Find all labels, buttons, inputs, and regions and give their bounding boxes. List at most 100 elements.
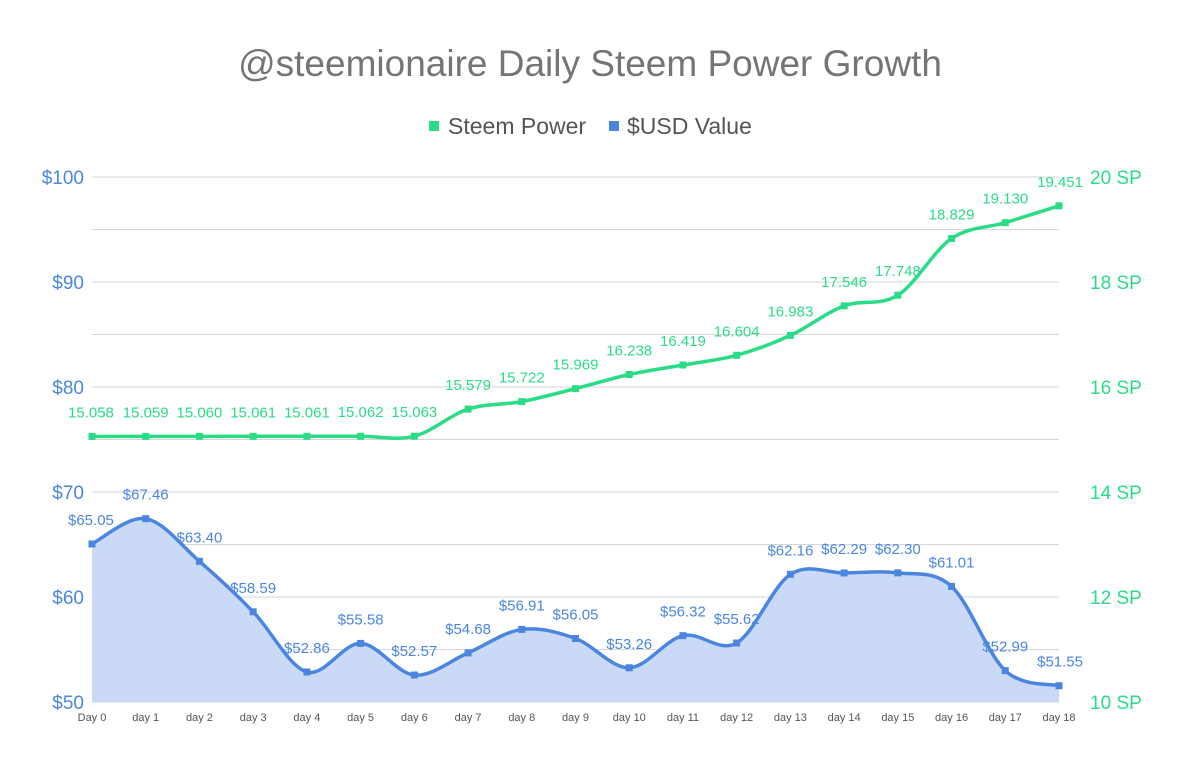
usd-value-point: [786, 570, 794, 578]
usd-value-point: [894, 569, 902, 577]
usd-value-point: [464, 649, 472, 657]
right-axis-tick-label: 18 SP: [1090, 273, 1142, 294]
usd-value-point: [195, 557, 203, 565]
usd-value-data-label: $63.40: [176, 529, 222, 546]
right-axis-tick-label: 16 SP: [1090, 378, 1142, 399]
x-axis-tick-label: day 9: [562, 712, 589, 724]
steem-power-point: [142, 432, 150, 440]
x-axis-tick-label: day 1: [132, 712, 159, 724]
steem-power-point: [840, 302, 848, 310]
usd-value-point: [1055, 682, 1063, 690]
usd-value-point: [840, 569, 848, 577]
steem-power-data-label: 17.546: [821, 274, 867, 291]
steem-power-point: [625, 371, 633, 379]
data-labels: 15.058 15.059 15.060 15.061 15.061 15.062 15.0…: [68, 174, 1083, 671]
steem-power-point: [88, 432, 96, 440]
usd-value-data-label: $62.16: [767, 542, 813, 559]
usd-value-data-label: $52.57: [391, 643, 437, 660]
x-axis-tick-label: day 6: [401, 712, 428, 724]
right-axis-tick-label: 10 SP: [1090, 693, 1142, 714]
steem-power-point: [1001, 219, 1009, 227]
x-axis-tick-label: day 18: [1042, 712, 1075, 724]
usd-value-point: [357, 639, 365, 647]
steem-power-point: [357, 432, 365, 440]
usd-value-point: [1001, 667, 1009, 675]
usd-value-data-label: $61.01: [929, 554, 975, 571]
usd-value-data-label: $56.32: [660, 604, 706, 621]
steem-power-data-label: 15.062: [338, 404, 384, 421]
steem-power-point: [1055, 202, 1063, 210]
x-axis-tick-label: day 5: [347, 712, 374, 724]
usd-value-data-label: $67.46: [123, 487, 169, 504]
usd-value-data-label: $58.59: [230, 580, 276, 597]
left-axis-tick-label: $60: [52, 588, 84, 609]
usd-value-data-label: $55.58: [338, 611, 384, 628]
x-axis-tick-label: day 10: [613, 712, 646, 724]
steem-power-data-label: 15.058: [68, 404, 114, 421]
x-axis-tick-label: day 14: [828, 712, 861, 724]
usd-value-point: [733, 639, 741, 647]
x-axis-tick-label: day 3: [240, 712, 267, 724]
x-axis-tick-label: day 12: [720, 712, 753, 724]
usd-value-point: [88, 540, 96, 548]
chart-title: @steemionaire Daily Steem Power Growth: [238, 43, 942, 84]
usd-value-data-label: $56.05: [553, 606, 599, 623]
steem-power-point: [464, 405, 472, 413]
usd-value-point: [518, 625, 526, 633]
x-axis-tick-label: Day 0: [78, 712, 107, 724]
steem-power-point: [249, 432, 257, 440]
steem-power-data-label: 18.829: [929, 206, 975, 223]
usd-value-data-label: $65.05: [68, 512, 114, 529]
usd-value-data-label: $51.55: [1037, 654, 1083, 671]
usd-value-point: [410, 671, 418, 679]
right-axis-tick-label: 20 SP: [1090, 168, 1142, 189]
usd-value-data-label: $62.30: [875, 541, 921, 558]
right-axis-tick-label: 12 SP: [1090, 588, 1142, 609]
steem-power-data-label: 19.130: [982, 191, 1028, 208]
left-axis-tick-label: $80: [52, 378, 84, 399]
steem-power-point: [518, 398, 526, 406]
left-axis-tick-label: $70: [52, 483, 84, 504]
steem-power-point: [572, 385, 579, 393]
steem-power-point: [195, 432, 203, 440]
x-axis-tick-label: day 16: [935, 712, 968, 724]
x-axis-tick-label: day 2: [186, 712, 213, 724]
x-axis-tick-label: day 11: [667, 712, 699, 724]
usd-value-point: [948, 582, 956, 590]
usd-value-point: [572, 634, 579, 642]
steem-power-point: [948, 234, 956, 242]
left-axis: $100 $90 $80 $70 $60 $50: [42, 168, 84, 714]
steem-power-point: [679, 361, 687, 369]
steem-power-data-label: 15.063: [391, 404, 437, 421]
steem-power-data-label: 16.238: [606, 343, 652, 360]
usd-value-point: [249, 608, 257, 616]
legend-swatch-steem-power: [429, 121, 439, 131]
left-axis-tick-label: $50: [52, 693, 84, 714]
steem-power-point: [303, 432, 311, 440]
usd-value-data-label: $52.86: [284, 640, 330, 657]
steem-power-data-label: 16.604: [714, 323, 760, 340]
usd-value-point: [625, 664, 633, 672]
usd-value-data-label: $53.26: [606, 636, 652, 653]
steem-power-data-label: 19.451: [1037, 174, 1083, 191]
steem-power-data-label: 15.061: [284, 404, 330, 421]
legend-label-steem-power: Steem Power: [448, 113, 586, 139]
data-markers: [88, 202, 1063, 690]
steem-power-data-label: 15.579: [445, 377, 491, 394]
usd-value-area: [92, 518, 1059, 702]
steem-power-point: [733, 351, 741, 359]
x-axis-tick-label: day 4: [293, 712, 320, 724]
steem-power-data-label: 15.060: [176, 404, 222, 421]
usd-value-point: [679, 632, 687, 640]
right-axis-tick-label: 14 SP: [1090, 483, 1142, 504]
x-axis-tick-label: day 13: [774, 712, 807, 724]
steem-power-data-label: 15.061: [230, 404, 276, 421]
usd-value-data-label: $62.29: [821, 541, 867, 558]
steem-power-data-label: 15.722: [499, 370, 545, 387]
usd-value-data-label: $56.91: [499, 597, 545, 614]
steem-power-data-label: 17.748: [875, 263, 921, 280]
right-axis: 20 SP 18 SP 16 SP 14 SP 12 SP 10 SP: [1090, 168, 1142, 714]
steem-power-data-label: 15.059: [123, 404, 169, 421]
x-axis-tick-label: day 17: [989, 712, 1022, 724]
